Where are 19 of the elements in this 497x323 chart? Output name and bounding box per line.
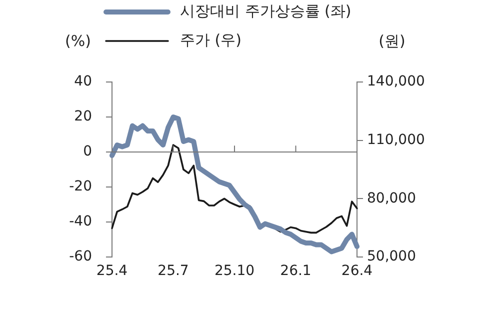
y-axis-title: (%) — [65, 32, 91, 50]
legend-label: 시장대비 주가상승률 (좌) — [180, 2, 352, 20]
y2-tick-label: 80,000 — [367, 190, 416, 206]
x-tick-label: 25.10 — [214, 263, 255, 280]
legend-label: 주가 (우) — [180, 30, 242, 49]
y-tick-label: -60 — [69, 248, 92, 265]
y-tick-label: 40 — [74, 74, 92, 90]
y2-axis-title: (원) — [378, 32, 406, 50]
y-tick-label: 20 — [74, 108, 92, 125]
y-tick-label: 0 — [83, 144, 92, 160]
y2-tick-label: 140,000 — [367, 74, 425, 90]
x-tick-label: 26.4 — [341, 263, 373, 280]
y-tick-label: -40 — [69, 214, 92, 230]
y-tick-label: -20 — [69, 178, 92, 195]
x-tick-label: 25.4 — [96, 263, 128, 280]
y2-tick-label: 110,000 — [367, 132, 425, 148]
y2-tick-label: 50,000 — [367, 248, 416, 265]
x-tick-label: 26.1 — [280, 263, 312, 280]
x-tick-label: 25.7 — [158, 263, 189, 280]
